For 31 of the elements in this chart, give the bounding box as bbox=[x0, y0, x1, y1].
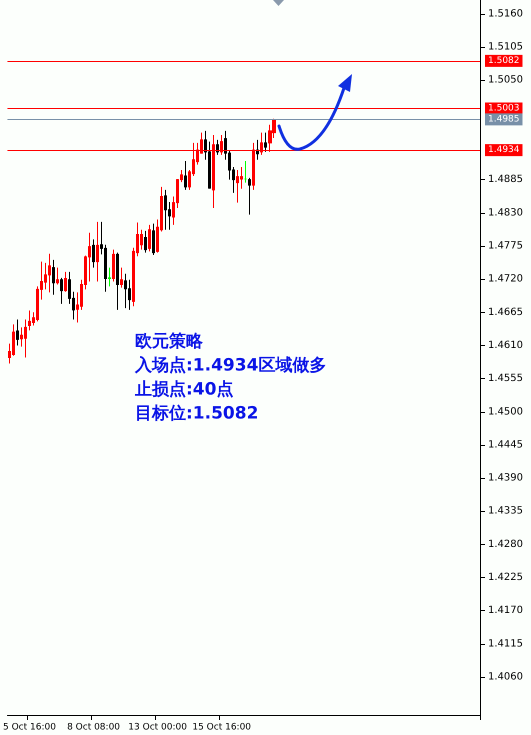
annotation: 目标位:1.5082 bbox=[135, 404, 258, 424]
y-tick-label: 1.4665 bbox=[488, 306, 523, 318]
ref-line-label: 1.5082 bbox=[488, 56, 520, 66]
y-tick-label: 1.4610 bbox=[488, 340, 523, 351]
ref-line-label: 1.5003 bbox=[488, 104, 520, 114]
y-tick-label: 1.4390 bbox=[488, 472, 523, 484]
annotation: 欧元策略 bbox=[135, 332, 204, 352]
y-tick-label: 1.4445 bbox=[488, 439, 523, 450]
y-tick-label: 1.4060 bbox=[488, 672, 523, 683]
y-tick-label: 1.4335 bbox=[488, 506, 523, 517]
y-tick-label: 1.4775 bbox=[488, 240, 523, 252]
y-tick-label: 1.5050 bbox=[488, 74, 523, 86]
y-tick-label: 1.4500 bbox=[488, 406, 523, 418]
annotation: 入场点:1.4934区域做多 bbox=[134, 356, 326, 376]
annotation: 止损点:40点 bbox=[134, 380, 234, 400]
y-tick-label: 1.4885 bbox=[488, 174, 523, 186]
x-tick-label: 13 Oct 00:00 bbox=[128, 722, 188, 732]
ref-line-label: 1.4985 bbox=[488, 114, 520, 124]
y-tick-label: 1.4720 bbox=[488, 274, 523, 285]
y-tick-label: 1.4170 bbox=[488, 605, 523, 616]
y-tick-label: 1.5105 bbox=[488, 42, 523, 53]
y-tick-label: 1.4830 bbox=[488, 207, 523, 218]
x-tick-label: 5 Oct 16:00 bbox=[2, 722, 56, 732]
y-tick-label: 1.4280 bbox=[488, 538, 523, 550]
y-tick-label: 1.4115 bbox=[488, 638, 523, 650]
y-tick-label: 1.4225 bbox=[488, 572, 523, 584]
y-tick-label: 1.4555 bbox=[488, 373, 523, 384]
ref-line-label: 1.4934 bbox=[488, 145, 520, 156]
y-tick-label: 1.5160 bbox=[488, 8, 523, 20]
x-tick-label: 8 Oct 08:00 bbox=[67, 722, 120, 732]
x-tick-label: 15 Oct 16:00 bbox=[192, 722, 252, 732]
